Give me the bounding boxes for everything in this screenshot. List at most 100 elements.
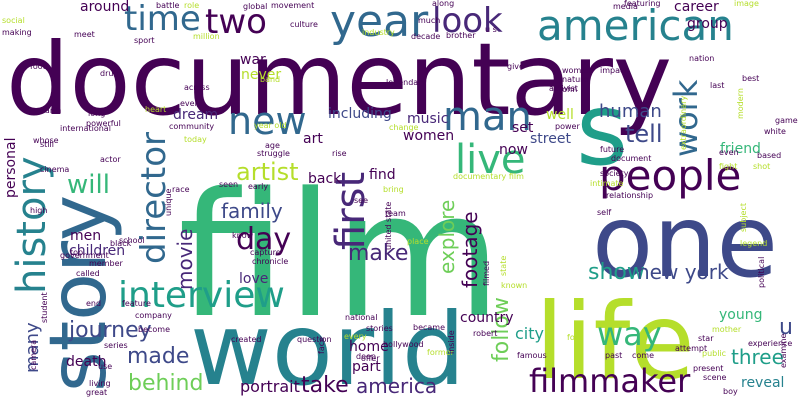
word: even	[719, 148, 739, 157]
word: top	[70, 248, 84, 257]
word: show	[588, 260, 645, 285]
word: heart	[145, 105, 167, 114]
word: day	[236, 222, 292, 257]
word: nature	[562, 75, 589, 84]
word: three	[731, 345, 784, 369]
word: face	[317, 336, 326, 354]
word: extraordinary	[679, 95, 688, 150]
word: society	[600, 169, 629, 178]
word: white	[764, 127, 786, 136]
word: new	[228, 99, 307, 143]
word: modern	[736, 88, 745, 119]
word: industry	[362, 28, 395, 37]
word: human	[599, 101, 662, 122]
word: living	[89, 379, 111, 388]
word: impact	[600, 66, 628, 75]
word: created	[231, 335, 262, 344]
word: food	[30, 62, 48, 71]
word: well	[546, 107, 574, 123]
word: future	[600, 145, 625, 154]
word: much	[418, 16, 441, 25]
word: place	[407, 237, 429, 246]
word: self	[597, 208, 612, 217]
word: take	[301, 373, 349, 398]
word: national	[345, 313, 378, 322]
word: u s	[485, 25, 497, 34]
word: men	[70, 228, 102, 244]
word: world	[190, 291, 466, 400]
word: movement	[271, 1, 315, 10]
word: school	[119, 236, 145, 245]
word: robert	[473, 329, 498, 338]
word: death	[66, 354, 107, 370]
word: decade	[411, 32, 441, 41]
word: high	[30, 206, 48, 215]
word: artist	[236, 158, 299, 186]
word: game	[775, 116, 798, 125]
word: see	[354, 196, 369, 205]
word: feature	[122, 299, 151, 308]
word: million	[193, 32, 220, 41]
word: rise	[332, 149, 347, 158]
word: question	[297, 335, 332, 344]
word: meet	[74, 30, 95, 39]
word: know	[232, 231, 254, 240]
word: still	[40, 140, 54, 149]
word: subject	[739, 203, 748, 232]
word: love	[239, 271, 269, 287]
word: art	[303, 131, 323, 147]
word: man	[443, 94, 532, 140]
word: early	[248, 182, 269, 191]
word: activist	[549, 84, 578, 93]
word: known	[501, 281, 528, 290]
word: four	[567, 333, 584, 342]
word: government	[60, 251, 109, 260]
word: around	[80, 0, 130, 15]
word: two	[205, 2, 267, 42]
word: whose	[33, 136, 59, 145]
word: powerful	[86, 119, 121, 128]
word: documentary film	[453, 172, 524, 181]
word: chronicle	[252, 257, 289, 266]
word: struggle	[257, 149, 290, 158]
word: state	[499, 255, 508, 276]
word: relationship	[606, 191, 654, 200]
word: actor	[100, 155, 121, 164]
word: power	[555, 122, 580, 131]
word: film	[178, 155, 502, 356]
word: offer	[361, 354, 380, 363]
word: hollywood	[383, 340, 424, 349]
word: journey	[69, 318, 152, 343]
word: home	[349, 339, 389, 355]
word: camera	[29, 339, 38, 370]
word: shot	[753, 162, 771, 171]
word: family	[221, 199, 283, 223]
word: children	[69, 243, 126, 259]
word: reveal	[741, 375, 785, 391]
word: series	[104, 341, 128, 350]
word: role	[184, 1, 200, 10]
word: come	[632, 351, 655, 360]
word: look	[432, 1, 503, 41]
word: career	[674, 0, 719, 15]
word: stories	[366, 324, 393, 333]
word: group	[687, 16, 728, 32]
word: time	[124, 0, 201, 39]
word: great	[86, 388, 108, 397]
word: intimate	[590, 179, 624, 188]
word: best	[742, 74, 760, 83]
word: experience	[748, 339, 793, 348]
word: behind	[128, 371, 204, 396]
word: seen	[219, 180, 239, 189]
word: young	[719, 307, 763, 323]
word: end	[86, 299, 102, 308]
word: company	[135, 311, 172, 320]
word: community	[169, 122, 215, 131]
word: became	[413, 323, 446, 332]
word: student	[40, 292, 49, 323]
word: event	[180, 99, 203, 108]
word: sport	[134, 36, 155, 45]
word: become	[138, 325, 171, 334]
word: filmmaker	[529, 362, 691, 400]
